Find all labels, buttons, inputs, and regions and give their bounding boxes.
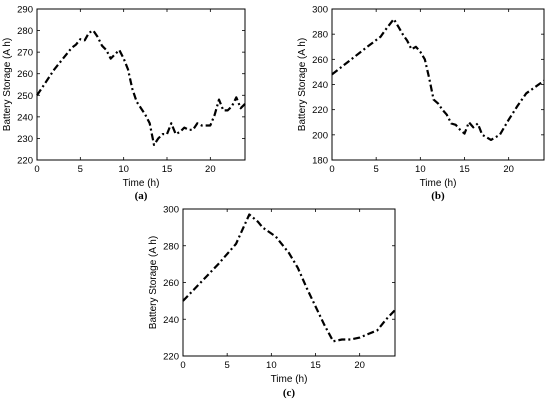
y-tick-label: 290 bbox=[17, 5, 33, 16]
y-axis-title: Battery Storage (A h) bbox=[297, 38, 308, 131]
x-tick-label: 5 bbox=[78, 164, 83, 175]
y-tick-label: 240 bbox=[312, 80, 328, 91]
x-tick-label: 0 bbox=[34, 164, 39, 175]
chart-panel-a: 0 5 10 15 20 220 230 240 250 260 270 280 290 Time (h)… bbox=[2, 5, 246, 202]
y-tick-label: 300 bbox=[163, 205, 179, 216]
y-tick-label: 220 bbox=[163, 352, 179, 363]
y-tick-label: 270 bbox=[17, 48, 33, 59]
x-tick-label: 10 bbox=[266, 360, 277, 371]
x-tick-label: 10 bbox=[415, 164, 426, 175]
y-tick-label: 180 bbox=[312, 156, 328, 167]
x-tick-label: 0 bbox=[329, 164, 334, 175]
x-tick-label: 20 bbox=[503, 164, 514, 175]
y-tick-label: 230 bbox=[17, 134, 33, 145]
chart-panel-c: 0 5 10 15 20 220 240 260 280 300 Time (h) Battery S… bbox=[148, 205, 396, 399]
x-tick-label: 20 bbox=[205, 164, 216, 175]
y-tick-label: 220 bbox=[17, 156, 33, 167]
chart-panel-b: 0 5 10 15 20 180 200 220 240 260 280 300 Time (h) Bat… bbox=[297, 5, 545, 202]
x-tick-label: 10 bbox=[118, 164, 129, 175]
x-tick-label: 15 bbox=[162, 164, 173, 175]
y-tick-label: 280 bbox=[312, 30, 328, 41]
plot-area-frame bbox=[36, 8, 246, 161]
y-axis-title: Battery Storage (A h) bbox=[148, 236, 159, 329]
y-tick-label: 250 bbox=[17, 91, 33, 102]
x-tick-label: 20 bbox=[354, 360, 365, 371]
x-tick-label: 15 bbox=[310, 360, 321, 371]
y-tick-label: 260 bbox=[163, 278, 179, 289]
y-tick-label: 280 bbox=[163, 241, 179, 252]
x-tick-label: 5 bbox=[225, 360, 230, 371]
y-tick-label: 260 bbox=[17, 69, 33, 80]
x-tick-label: 0 bbox=[180, 360, 185, 371]
battery-storage-series-line bbox=[182, 213, 396, 343]
y-tick-label: 220 bbox=[312, 105, 328, 116]
battery-storage-series-line bbox=[36, 29, 246, 146]
x-axis-title: Time (h) bbox=[271, 374, 308, 385]
y-tick-label: 200 bbox=[312, 130, 328, 141]
x-axis-title: Time (h) bbox=[123, 178, 160, 189]
y-tick-label: 260 bbox=[312, 55, 328, 66]
y-tick-label: 300 bbox=[312, 5, 328, 16]
y-tick-label: 240 bbox=[17, 112, 33, 123]
plot-area-frame bbox=[182, 208, 396, 357]
y-tick-label: 240 bbox=[163, 315, 179, 326]
y-axis-title: Battery Storage (A h) bbox=[2, 38, 13, 131]
x-axis-title: Time (h) bbox=[420, 178, 457, 189]
panel-caption: (a) bbox=[135, 190, 148, 202]
panel-caption: (c) bbox=[283, 387, 296, 399]
panel-caption: (b) bbox=[431, 190, 445, 202]
x-tick-label: 15 bbox=[459, 164, 470, 175]
x-tick-label: 5 bbox=[374, 164, 379, 175]
y-tick-label: 280 bbox=[17, 26, 33, 37]
battery-storage-series-line bbox=[331, 18, 545, 141]
plot-area-frame bbox=[331, 8, 545, 161]
